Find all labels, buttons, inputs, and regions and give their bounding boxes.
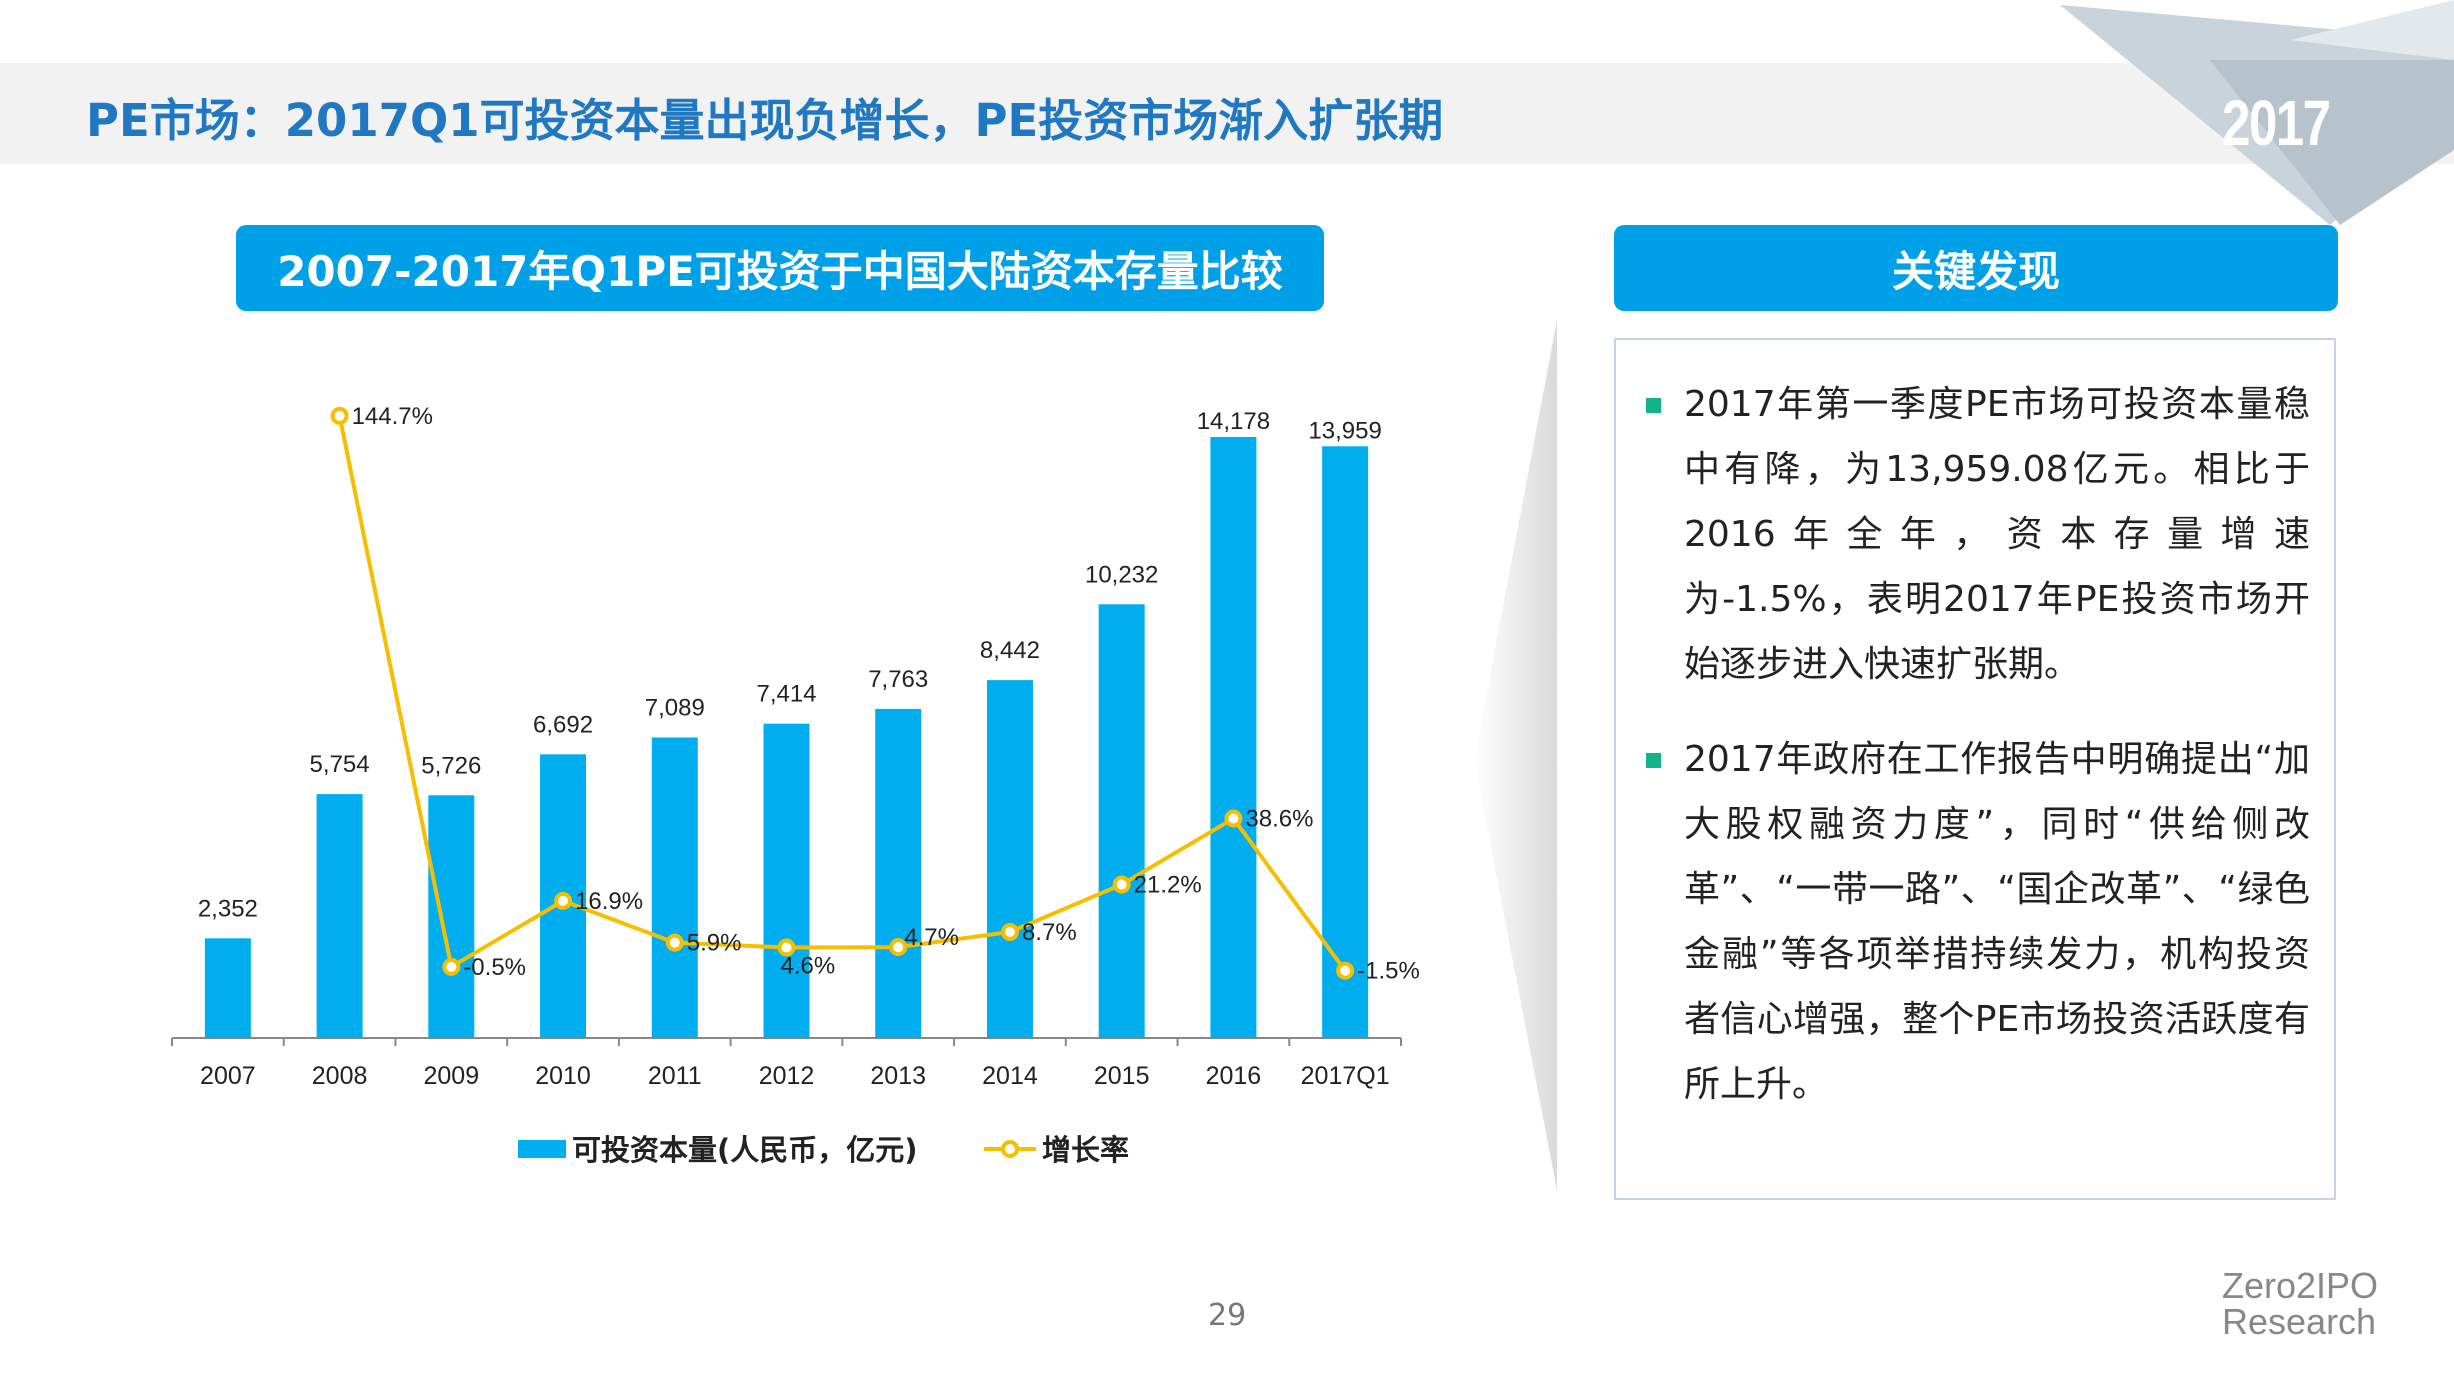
bar-label: 7,763: [868, 666, 928, 693]
legend-bar-label: 可投资本量(人民币，亿元): [572, 1133, 918, 1167]
findings-title: 关键发现: [1614, 225, 2338, 311]
bar-label: 8,442: [980, 637, 1040, 664]
bullet-icon: [1646, 753, 1661, 768]
bar: [763, 723, 810, 1038]
bar: [1098, 604, 1145, 1038]
chevron-divider: [1474, 320, 1557, 1190]
bar-label: 5,754: [310, 751, 370, 778]
bar: [986, 680, 1033, 1038]
x-tick-label: 2016: [1206, 1062, 1262, 1090]
growth-line: [337, 415, 1347, 972]
legend-bar-swatch: [518, 1140, 566, 1158]
x-tick-label: 2009: [424, 1062, 480, 1090]
line-label: 21.2%: [1134, 872, 1202, 899]
x-tick-label: 2015: [1094, 1062, 1150, 1090]
line-label: 4.7%: [904, 924, 959, 951]
chart: 2,352 2007 5,754 2008 5,726 2009 6,692 2010 7,08…: [171, 403, 1420, 1167]
line-label: 8.7%: [1022, 919, 1077, 946]
line-point: [554, 891, 573, 910]
line-point: [777, 938, 796, 957]
line-point: [665, 933, 684, 952]
bar-label: 6,692: [533, 711, 593, 738]
bar-label: 10,232: [1085, 561, 1158, 588]
line-label: -1.5%: [1357, 958, 1420, 985]
bar: [1322, 446, 1369, 1038]
bar: [428, 795, 475, 1038]
line-point: [442, 957, 461, 976]
x-tick-label: 2014: [982, 1062, 1038, 1090]
chart-title: 2007-2017年Q1PE可投资于中国大陆资本存量比较: [236, 225, 1324, 311]
logo-line1: Zero2IPO: [2222, 1265, 2379, 1306]
line-label: 4.6%: [781, 953, 836, 980]
line-point: [330, 406, 349, 425]
line-point: [1336, 961, 1355, 980]
line-point: [1000, 922, 1019, 941]
bar-label: 7,089: [645, 695, 705, 722]
line-label: 144.7%: [352, 403, 433, 430]
finding-2: 2017年政府在工作报告中明确提出“加大股权融资力度”，同时“供给侧改革”、“一…: [1684, 739, 2310, 1105]
x-tick-label: 2008: [312, 1062, 368, 1090]
x-tick-label: 2010: [535, 1062, 591, 1090]
bar-label: 7,414: [756, 681, 816, 708]
bar-label: 2,352: [198, 895, 258, 922]
x-tick-label: 2007: [200, 1062, 256, 1090]
bar: [875, 708, 922, 1038]
title-band: [0, 63, 2454, 164]
line-label: -0.5%: [463, 954, 526, 981]
line-label: 16.9%: [575, 888, 643, 915]
legend-line-marker: [1001, 1140, 1019, 1158]
logo-line2: Research: [2222, 1301, 2377, 1342]
bar-label: 13,959: [1308, 417, 1381, 444]
bar-label: 5,726: [421, 752, 481, 779]
x-tick-label: 2011: [648, 1062, 702, 1090]
x-tick-label: 2013: [870, 1062, 926, 1090]
corner-decoration: [2060, 0, 2454, 225]
page-number: 29: [1208, 1298, 1247, 1333]
bar: [1210, 437, 1257, 1038]
legend-line-label: 增长率: [1042, 1133, 1129, 1167]
line-point: [889, 938, 908, 957]
line-point: [1224, 809, 1243, 828]
line-label: 5.9%: [687, 930, 742, 957]
bar: [204, 938, 251, 1038]
bar: [651, 737, 698, 1038]
x-tick-label: 2017Q1: [1301, 1062, 1390, 1090]
line-label: 38.6%: [1245, 806, 1313, 833]
bar-label: 14,178: [1197, 408, 1270, 435]
bullet-icon: [1646, 398, 1661, 413]
bar: [316, 794, 363, 1038]
findings-panel: [1614, 338, 2336, 1200]
corner-year: 2017: [2222, 87, 2331, 159]
line-point: [1112, 875, 1131, 894]
logo: Zero2IPO Research: [2222, 1268, 2378, 1340]
x-tick-label: 2012: [759, 1062, 815, 1090]
finding-1: 2017年第一季度PE市场可投资本量稳中有降，为13,959.08亿元。相比于2…: [1684, 384, 2310, 685]
page-title: PE市场：2017Q1可投资本量出现负增长，PE投资市场渐入扩张期: [86, 94, 1444, 147]
